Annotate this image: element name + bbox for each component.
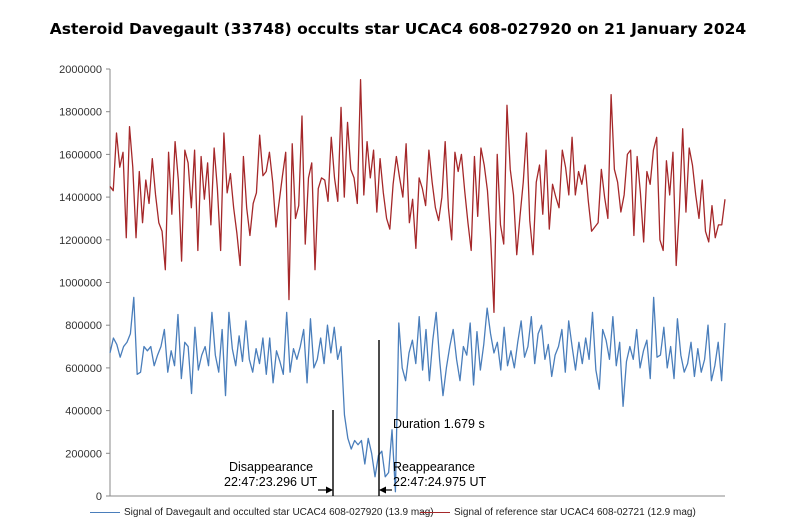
y-tick-label: 1800000 [59,107,102,119]
chart-title: Asteroid Davegault (33748) occults star … [49,20,747,38]
disappearance-arrowhead [326,486,333,494]
axes [109,69,725,497]
series-line-reference [109,79,726,314]
legend-label-primary: Signal of Davegault and occulted star UC… [124,507,434,518]
y-tick-label: 1400000 [59,192,102,204]
y-tick-label: 600000 [65,363,102,375]
y-tick-label: 0 [96,491,102,503]
reappearance-label: Reappearance [393,460,475,474]
reappearance-arrowhead [379,486,386,494]
annotations: Duration 1.679 s Disappearance 22:47:23.… [224,340,486,496]
legend-item-primary: Signal of Davegault and occulted star UC… [90,507,434,518]
y-tick-label: 1200000 [59,235,102,247]
series-line-target [109,296,726,493]
y-tick-label: 800000 [65,320,102,332]
legend-label-reference: Signal of reference star UCAC4 608-02721… [454,507,696,518]
y-axis-ticks: 0 200000 400000 600000 800000 1000000 1200000 1… [59,64,110,503]
legend-swatch-primary [90,511,120,513]
y-tick-label: 200000 [65,448,102,460]
y-tick-label: 1600000 [59,149,102,161]
disappearance-label: Disappearance [229,460,313,474]
series-layer [109,79,726,493]
legend-swatch-reference [420,511,450,513]
legend-item-reference: Signal of reference star UCAC4 608-02721… [420,507,696,518]
duration-label: Duration 1.679 s [393,417,485,431]
y-tick-label: 400000 [65,406,102,418]
y-tick-label: 1000000 [59,278,102,290]
disappearance-time: 22:47:23.296 UT [224,475,317,489]
y-tick-label: 2000000 [59,64,102,76]
reappearance-time: 22:47:24.975 UT [393,475,486,489]
